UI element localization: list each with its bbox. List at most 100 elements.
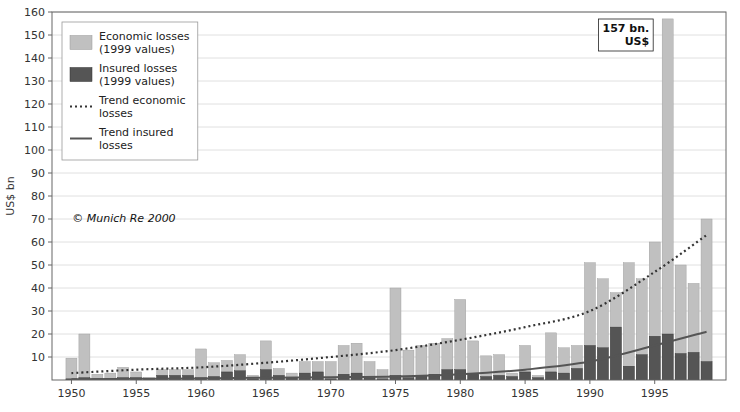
bar — [507, 373, 518, 380]
legend-frame — [62, 22, 198, 160]
tick-mark — [48, 311, 52, 312]
tick-label: 40 — [31, 282, 45, 295]
legend-swatch — [70, 68, 92, 82]
bar — [558, 348, 569, 380]
tick-mark — [589, 380, 590, 384]
text-line: (1999 values) — [99, 43, 175, 56]
tick-mark — [201, 380, 202, 384]
annotation-text: 157 bn.US$ — [603, 22, 650, 48]
tick-label: 100 — [24, 144, 45, 157]
bar — [533, 375, 544, 380]
legend-swatch — [70, 36, 92, 50]
bar — [558, 373, 569, 380]
bar — [623, 366, 634, 380]
bar — [546, 372, 557, 380]
bar — [649, 336, 660, 380]
bar — [636, 355, 647, 380]
tick-label: 1975 — [381, 387, 409, 400]
bar — [610, 293, 621, 380]
legend: Economic losses(1999 values)Insured loss… — [62, 22, 198, 160]
copyright-text: © Munich Re 2000 — [72, 212, 175, 225]
bar — [338, 346, 349, 381]
bar — [662, 19, 673, 380]
text-line: Insured losses — [99, 62, 177, 75]
bar — [312, 372, 323, 380]
bar — [688, 283, 699, 380]
text-line: (1999 values) — [99, 75, 175, 88]
tick-label: 50 — [31, 259, 45, 272]
bar — [649, 242, 660, 380]
tick-label: 1995 — [641, 387, 669, 400]
bar — [494, 375, 505, 380]
bar — [390, 288, 401, 380]
grid-line — [52, 173, 726, 174]
tick-mark — [265, 380, 266, 384]
tick-mark — [136, 380, 137, 384]
bar — [636, 279, 647, 380]
tick-label: 1955 — [122, 387, 150, 400]
tick-label: 1970 — [317, 387, 345, 400]
bar-series — [66, 327, 712, 380]
text-line: Trend economic — [98, 94, 186, 107]
bar — [610, 327, 621, 380]
axis-label: US$ bn — [4, 176, 17, 216]
tick-mark — [48, 334, 52, 335]
tick-label: 1950 — [57, 387, 85, 400]
bar — [675, 354, 686, 380]
plot-background — [52, 12, 726, 380]
bar — [377, 370, 388, 380]
text-line: losses — [99, 139, 133, 152]
bar — [701, 362, 712, 380]
bar — [481, 356, 492, 380]
tick-mark — [48, 58, 52, 59]
tick-label: 1960 — [187, 387, 215, 400]
trend-line — [71, 332, 706, 380]
plot-frame — [52, 12, 726, 380]
tick-label: 1965 — [252, 387, 280, 400]
bar — [571, 369, 582, 381]
tick-mark — [48, 104, 52, 105]
tick-label: 1980 — [446, 387, 474, 400]
bar — [675, 265, 686, 380]
tick-mark — [48, 288, 52, 289]
tick-label: 120 — [24, 98, 45, 111]
tick-mark — [48, 219, 52, 220]
text-line: 157 bn. — [603, 22, 650, 35]
tick-mark — [48, 150, 52, 151]
tick-label: 70 — [31, 213, 45, 226]
bar — [221, 360, 232, 380]
bar — [597, 279, 608, 380]
tick-mark — [48, 357, 52, 358]
tick-label: 80 — [31, 190, 45, 203]
grid-line — [52, 196, 726, 197]
tick-mark — [48, 265, 52, 266]
text-line: US$ — [625, 35, 650, 48]
tick-label: 130 — [24, 75, 45, 88]
tick-label: 1990 — [576, 387, 604, 400]
tick-label: 160 — [24, 6, 45, 19]
tick-mark — [654, 380, 655, 384]
legend-label: Insured losses(1999 values) — [99, 62, 177, 88]
tick-mark — [48, 81, 52, 82]
plot-marks — [66, 19, 712, 380]
tick-mark — [71, 380, 72, 384]
text-line: © Munich Re 2000 — [72, 212, 175, 225]
annotation-box — [599, 19, 654, 51]
bar — [481, 377, 492, 380]
tick-mark — [395, 380, 396, 384]
bar — [701, 219, 712, 380]
tick-mark — [48, 196, 52, 197]
legend-label: Trend insuredlosses — [98, 126, 173, 152]
annotation: © Munich Re 2000 — [72, 212, 175, 225]
tick-label: 1985 — [511, 387, 539, 400]
bar — [66, 358, 77, 380]
tick-label: 20 — [31, 328, 45, 341]
bar — [520, 346, 531, 381]
annotation: 157 bn.US$ — [599, 19, 654, 51]
bar — [234, 355, 245, 380]
tick-mark — [48, 242, 52, 243]
bar — [623, 263, 634, 380]
tick-label: 110 — [24, 121, 45, 134]
bar — [260, 341, 271, 380]
bar — [351, 343, 362, 380]
